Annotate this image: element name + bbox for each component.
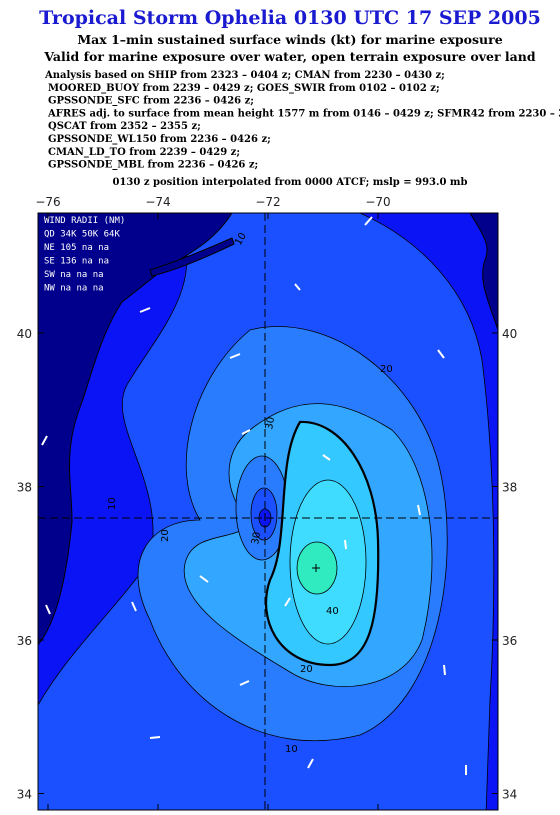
lon-label: −76 bbox=[35, 195, 60, 209]
contour-label: 30 bbox=[250, 531, 263, 545]
wind-radii-line: SW na na na bbox=[44, 270, 104, 280]
contour-label: 10 bbox=[107, 497, 118, 510]
contour-label: 20 bbox=[380, 364, 393, 375]
analysis-line: Analysis based on SHIP from 2323 – 0404 … bbox=[44, 70, 445, 81]
lat-label: 38 bbox=[502, 481, 517, 495]
position-note: 0130 z position interpolated from 0000 A… bbox=[113, 177, 468, 188]
wind-radii-line: NW na na na bbox=[44, 284, 104, 294]
title: Tropical Storm Ophelia 0130 UTC 17 SEP 2… bbox=[39, 7, 541, 29]
lat-label: 34 bbox=[502, 788, 517, 802]
lat-label: 36 bbox=[502, 634, 517, 648]
wind-radii-line: NE 105 na na bbox=[44, 243, 109, 253]
wind-radii-line: WIND RADII (NM) bbox=[44, 216, 125, 226]
analysis-line: GPSSONDE_MBL from 2236 – 0426 z; bbox=[48, 160, 258, 171]
analysis-line: QSCAT from 2352 – 2355 z; bbox=[48, 121, 201, 132]
contour-label: 20 bbox=[300, 664, 313, 675]
lon-label: −72 bbox=[255, 195, 280, 209]
wind-radii-line: QD 34K 50K 64K bbox=[44, 230, 120, 240]
analysis-line: CMAN_LD_TO from 2239 – 0429 z; bbox=[48, 147, 240, 158]
wind-radii-line: SE 136 na na bbox=[44, 257, 109, 267]
contour-label: 10 bbox=[285, 744, 298, 755]
lat-label: 38 bbox=[17, 481, 32, 495]
map-area: WIND RADII (NM) QD 34K 50K 64K NE 105 na n… bbox=[38, 213, 498, 810]
lat-label: 40 bbox=[17, 327, 32, 341]
lat-label: 40 bbox=[502, 327, 517, 341]
contour-label: 20 bbox=[160, 529, 171, 542]
analysis-line: GPSSONDE_SFC from 2236 – 0426 z; bbox=[48, 96, 254, 107]
lat-label: 34 bbox=[17, 788, 32, 802]
contour-label: 40 bbox=[326, 606, 339, 617]
lat-label: 36 bbox=[17, 634, 32, 648]
validity: Valid for marine exposure over water, op… bbox=[43, 49, 535, 64]
analysis-line: MOORED_BUOY from 2239 – 0429 z; GOES_SWI… bbox=[48, 83, 440, 94]
lon-label: −74 bbox=[145, 195, 170, 209]
analysis-line: AFRES adj. to surface from mean height 1… bbox=[47, 108, 560, 119]
lon-label: −70 bbox=[365, 195, 390, 209]
contour-label: 30 bbox=[264, 416, 277, 430]
analysis-line: GPSSONDE_WL150 from 2236 – 0426 z; bbox=[48, 134, 271, 145]
subtitle: Max 1–min sustained surface winds (kt) f… bbox=[77, 32, 502, 47]
